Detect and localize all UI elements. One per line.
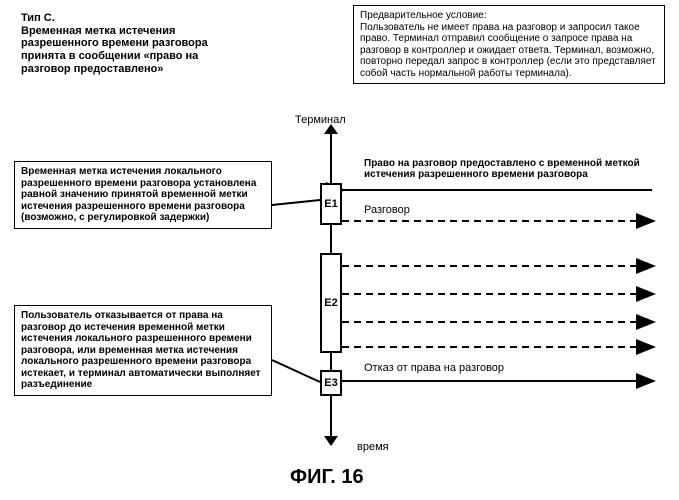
header-left-line2: Временная метка истечения разрешенного в…	[21, 25, 229, 76]
timeline-arrowhead-bottom	[324, 436, 338, 446]
right-label-0: Право на разговор предоставлено с времен…	[364, 158, 664, 180]
event-e3: E3	[320, 370, 342, 396]
precondition-body: Пользователь не имеет права на разговор …	[360, 22, 658, 80]
header-left: Тип C. Временная метка истечения разреше…	[15, 8, 235, 79]
event-e2: E2	[320, 253, 342, 353]
terminal-label: Терминал	[295, 114, 346, 126]
right-label-1: Разговор	[364, 204, 664, 216]
precondition-box: Предварительное условие: Пользователь не…	[353, 5, 665, 84]
bot-left-box: Пользователь отказывается от права на ра…	[14, 305, 272, 396]
time-label: время	[357, 441, 389, 453]
mid-left-box: Временная метка истечения локального раз…	[14, 161, 272, 229]
precondition-title: Предварительное условие:	[360, 10, 658, 22]
figure-label: ФИГ. 16	[290, 466, 364, 489]
mid-left-text: Временная метка истечения локального раз…	[21, 166, 256, 223]
bot-left-text: Пользователь отказывается от права на ра…	[21, 310, 261, 390]
right-label-2: Отказ от права на разговор	[364, 362, 664, 374]
header-left-line1: Тип C.	[21, 12, 229, 25]
event-e1: E1	[320, 183, 342, 225]
